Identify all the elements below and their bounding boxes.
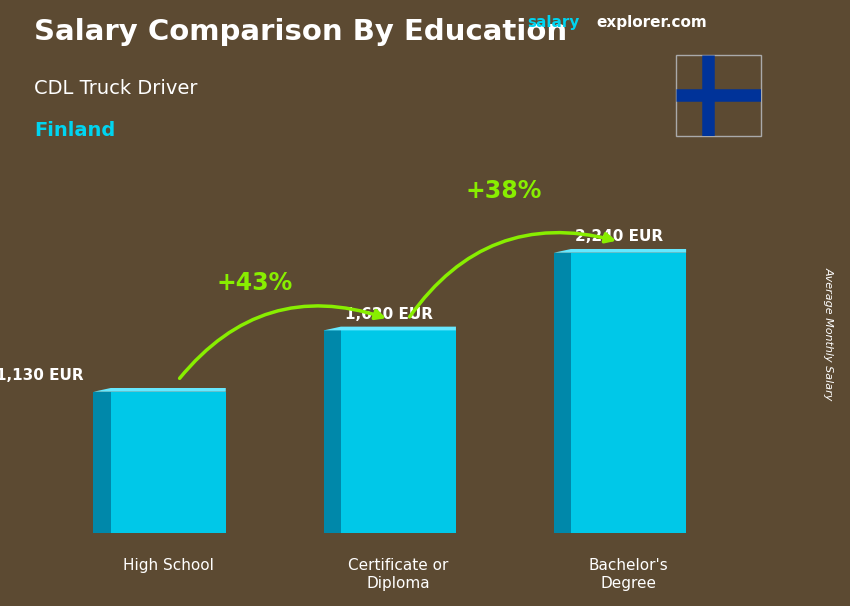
Bar	[571, 253, 686, 533]
Polygon shape	[94, 388, 226, 391]
Bar	[94, 391, 110, 533]
Text: CDL Truck Driver: CDL Truck Driver	[34, 79, 197, 98]
Bar	[341, 330, 456, 533]
Text: salary: salary	[527, 15, 580, 30]
Text: 1,620 EUR: 1,620 EUR	[345, 307, 433, 322]
Text: 2,240 EUR: 2,240 EUR	[575, 229, 663, 244]
Text: explorer.com: explorer.com	[597, 15, 707, 30]
Polygon shape	[553, 249, 686, 253]
Text: Finland: Finland	[34, 121, 116, 140]
Text: Average Monthly Salary: Average Monthly Salary	[824, 267, 834, 400]
Polygon shape	[324, 327, 456, 330]
Bar	[324, 330, 341, 533]
Text: Certificate or
Diploma: Certificate or Diploma	[348, 558, 449, 591]
Bar	[553, 253, 571, 533]
Text: +38%: +38%	[466, 179, 542, 204]
Text: Bachelor's
Degree: Bachelor's Degree	[589, 558, 668, 591]
Text: Salary Comparison By Education: Salary Comparison By Education	[34, 18, 567, 46]
Text: +43%: +43%	[217, 271, 292, 295]
Bar	[110, 391, 226, 533]
Text: High School: High School	[122, 558, 213, 573]
Text: 1,130 EUR: 1,130 EUR	[0, 368, 84, 383]
